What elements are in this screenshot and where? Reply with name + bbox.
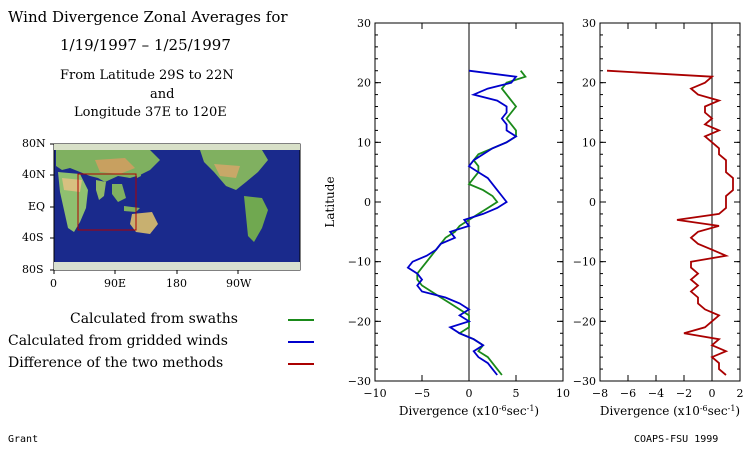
map-lat-tick: 80S (22, 263, 44, 276)
date-range: 1/19/1997 – 1/25/1997 (60, 36, 231, 54)
map-lon-tick: 90W (226, 277, 252, 290)
north-america-west (214, 164, 240, 178)
latitude-range: From Latitude 29S to 22N (60, 68, 234, 83)
y-tick-label: 30 (357, 17, 371, 30)
australia (130, 212, 158, 234)
x-tick-label: −6 (620, 387, 636, 400)
legend-gridded-line (288, 341, 314, 343)
credit-label: COAPS-FSU 1999 (634, 434, 719, 445)
plot-frame (599, 22, 741, 382)
x-tick-label: 2 (737, 387, 744, 400)
author-label: Grant (8, 434, 39, 445)
x-tick-label: −4 (648, 387, 664, 400)
map-lat-tick: EQ (28, 200, 46, 213)
y-axis-label: Latitude (323, 176, 337, 227)
series-line (416, 70, 527, 376)
world-map (50, 143, 301, 274)
map-lon-tick: 90E (104, 277, 127, 290)
legend-difference: Difference of the two methods (8, 355, 224, 371)
longitude-range: Longitude 37E to 120E (74, 105, 227, 120)
and-label: and (150, 87, 175, 102)
x-tick-label: 10 (556, 387, 570, 400)
y-tick-label: 0 (364, 196, 371, 209)
y-tick-label: 30 (582, 17, 596, 30)
y-tick-label: −20 (573, 315, 596, 328)
y-tick-label: −10 (348, 256, 371, 269)
india (96, 180, 106, 200)
map-lat-tick: 80N (22, 137, 46, 150)
y-tick-label: 10 (582, 136, 596, 149)
arctic-band (54, 144, 300, 150)
legend-swaths-line (288, 319, 314, 321)
antarctica (54, 262, 300, 270)
region-box (77, 173, 137, 231)
y-tick-label: 10 (357, 136, 371, 149)
asia-highlands (95, 158, 135, 174)
x-tick-label: 0 (466, 387, 473, 400)
x-tick-label: −2 (676, 387, 692, 400)
sahara (62, 178, 82, 192)
y-tick-label: 0 (589, 196, 596, 209)
y-tick-label: −30 (573, 375, 596, 388)
map-lat-tick: 40N (22, 168, 46, 181)
y-tick-label: 20 (357, 77, 371, 90)
y-tick-label: 20 (582, 77, 596, 90)
south-america (244, 196, 268, 242)
legend-swaths: Calculated from swaths (70, 311, 238, 327)
y-tick-label: −20 (348, 315, 371, 328)
x-axis-label: Divergence (x10-6sec-1) (399, 404, 539, 419)
map-lon-tick: 180 (166, 277, 187, 290)
x-tick-label: −10 (363, 387, 386, 400)
map-lat-tick: 40S (22, 231, 44, 244)
x-tick-label: −5 (414, 387, 430, 400)
japan (136, 166, 141, 178)
map-lon-tick: 0 (50, 277, 57, 290)
x-axis-label: Divergence (x10-6sec-1) (600, 404, 740, 419)
y-tick-label: −30 (348, 375, 371, 388)
series-line (606, 69, 734, 376)
series-line (406, 69, 518, 376)
legend-gridded: Calculated from gridded winds (8, 333, 228, 349)
southeast-asia (112, 184, 126, 202)
x-tick-label: −8 (592, 387, 608, 400)
x-tick-label: 0 (709, 387, 716, 400)
legend-difference-line (288, 363, 314, 365)
x-tick-label: 5 (513, 387, 520, 400)
chart-title: Wind Divergence Zonal Averages for (8, 8, 288, 26)
y-tick-label: −10 (573, 256, 596, 269)
